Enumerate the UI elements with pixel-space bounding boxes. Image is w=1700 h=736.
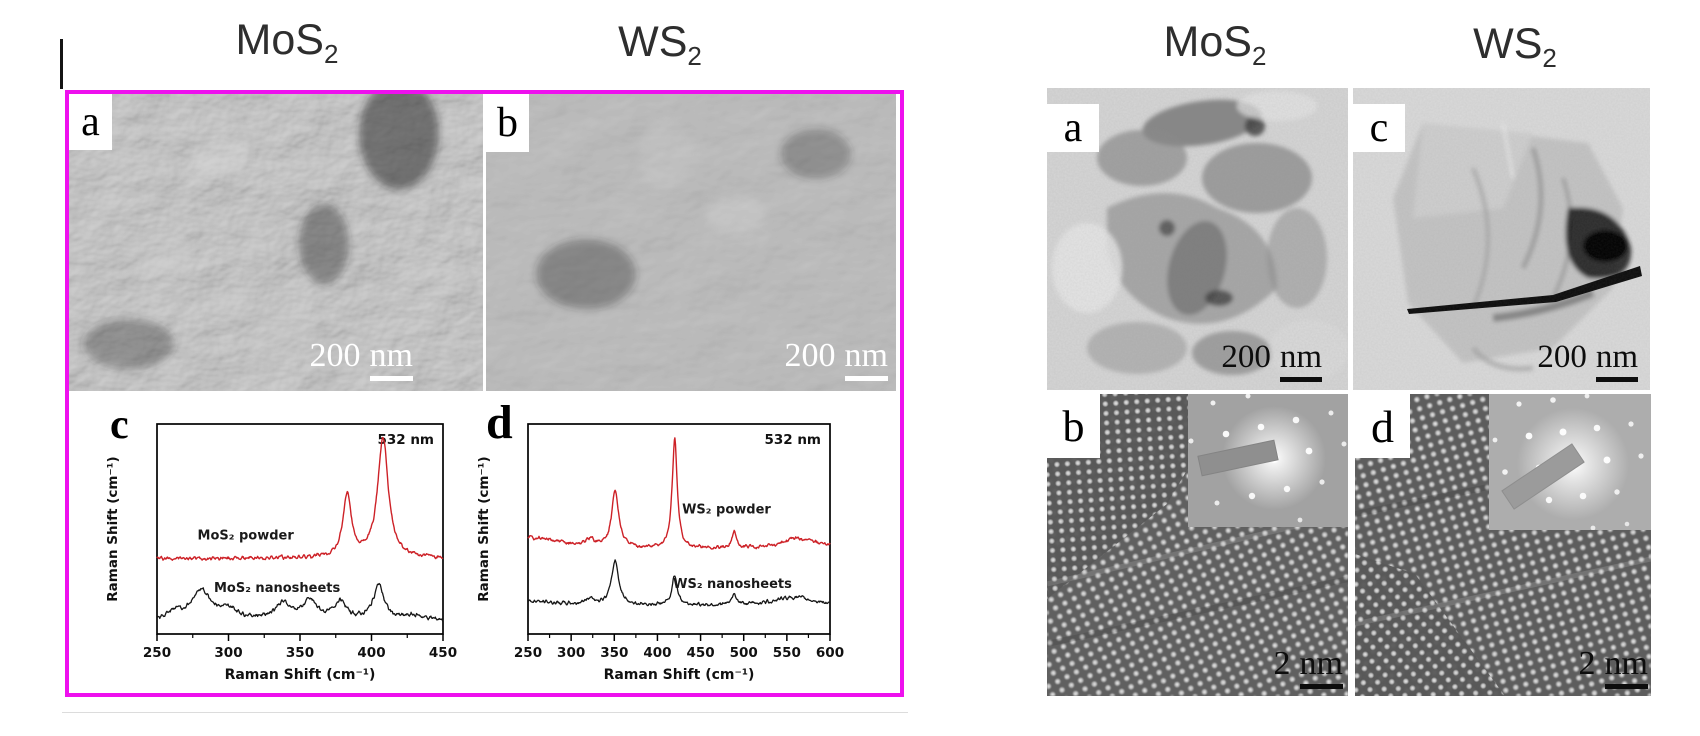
scalebar-value: 2	[1578, 645, 1596, 682]
panel-letter-box: b	[1047, 394, 1100, 458]
svg-text:300: 300	[214, 645, 242, 661]
svg-text:Raman Shift (cm⁻¹): Raman Shift (cm⁻¹)	[604, 667, 755, 683]
raman-chart-ws2: 250 300 350 400 450 500 550 600 Raman Shift (cm⁻…	[476, 423, 844, 683]
title-formula: MoS	[1163, 18, 1252, 66]
svg-text:Raman Shift (cm⁻¹): Raman Shift (cm⁻¹)	[105, 456, 121, 601]
raman-chart-mos2: 250 300 350 400 450 Raman Shift (cm⁻¹) Raman S…	[105, 423, 457, 683]
svg-text:500: 500	[730, 645, 758, 661]
title-subscript: 2	[687, 41, 702, 71]
panel-letter: d	[1371, 400, 1394, 452]
scalebar-value: 2	[1273, 645, 1291, 682]
tem-micrograph-ws2-panel-c: c 200 nm	[1353, 88, 1650, 390]
tem-texture	[1353, 88, 1650, 390]
tem-micrograph-mos2-panel-a: a 200 nm	[1047, 88, 1348, 390]
panel-letter-box: a	[69, 94, 112, 150]
crop-artifact-mark	[60, 39, 63, 89]
scalebar-unit: nm	[1279, 341, 1322, 382]
svg-text:350: 350	[286, 645, 314, 661]
scalebar-value: 200	[309, 337, 361, 374]
scalebar-unit: nm	[1595, 341, 1638, 382]
svg-text:WS₂ nanosheets: WS₂ nanosheets	[673, 577, 792, 592]
panel-letter: b	[497, 100, 518, 146]
svg-text:350: 350	[600, 645, 628, 661]
svg-text:400: 400	[643, 645, 671, 661]
left-column-title-ws2: WS2	[580, 18, 740, 72]
sem-micrograph-mos2-panel-a: a 200 nm	[69, 94, 483, 391]
scalebar-2nm: 2 nm	[1274, 647, 1343, 689]
panel-letter-d: d	[486, 396, 513, 449]
hrtem-lattice-mos2-panel-b: b 2 nm	[1047, 394, 1348, 696]
title-subscript: 2	[323, 39, 339, 69]
scalebar-unit: nm	[1604, 647, 1648, 689]
panel-letter: a	[81, 99, 100, 145]
scalebar-2nm: 2 nm	[1579, 647, 1648, 689]
scalebar-value: 200	[1221, 339, 1271, 375]
hrtem-lattice-ws2-panel-d: d 2 nm	[1355, 394, 1651, 696]
svg-text:Raman Shift (cm⁻¹): Raman Shift (cm⁻¹)	[476, 456, 492, 601]
scalebar-200nm: 200 nm	[310, 339, 413, 381]
svg-text:400: 400	[357, 645, 385, 661]
svg-text:550: 550	[773, 645, 801, 661]
title-formula: WS	[618, 18, 688, 66]
panel-letter: a	[1063, 105, 1083, 151]
panel-letter-c: c	[110, 402, 129, 448]
scalebar-unit: nm	[369, 339, 413, 381]
scalebar-200nm: 200 nm	[1537, 341, 1638, 382]
svg-text:MoS₂ nanosheets: MoS₂ nanosheets	[214, 581, 341, 596]
scalebar-unit: nm	[844, 339, 888, 381]
magenta-figure-border	[65, 90, 904, 697]
title-formula: WS	[1473, 20, 1543, 68]
sem-texture	[486, 94, 896, 391]
scalebar-200nm: 200 nm	[785, 339, 888, 381]
panel-letter-box: d	[1355, 394, 1410, 458]
svg-text:Raman Shift (cm⁻¹): Raman Shift (cm⁻¹)	[225, 667, 376, 683]
scalebar-value: 200	[784, 337, 836, 374]
svg-text:MoS₂ powder: MoS₂ powder	[198, 529, 295, 544]
title-formula: MoS	[235, 16, 324, 64]
svg-text:532 nm: 532 nm	[377, 432, 434, 448]
tem-texture	[1047, 88, 1348, 390]
right-column-title-ws2: WS2	[1435, 20, 1595, 74]
scalebar-200nm: 200 nm	[1221, 341, 1322, 382]
scalebar-unit: nm	[1299, 647, 1343, 689]
sem-shadow-blobs	[536, 119, 851, 309]
svg-text:600: 600	[816, 645, 844, 661]
saed-diffraction-inset	[1489, 394, 1651, 530]
panel-letter-box: b	[486, 94, 529, 152]
panel-letter-box: a	[1047, 104, 1099, 152]
title-subscript: 2	[1251, 41, 1267, 71]
svg-text:532 nm: 532 nm	[764, 432, 821, 448]
right-column-title-mos2: MoS2	[1135, 18, 1295, 72]
sem-texture	[69, 94, 483, 391]
saed-diffraction-inset	[1188, 394, 1348, 527]
panel-letter: c	[1369, 105, 1389, 151]
title-subscript: 2	[1542, 43, 1557, 73]
svg-text:300: 300	[557, 645, 585, 661]
beam-stop	[1501, 443, 1585, 510]
page-edge-line	[62, 712, 908, 713]
sem-micrograph-ws2-panel-b: b 200 nm	[486, 94, 896, 391]
scalebar-value: 200	[1537, 339, 1587, 375]
svg-text:WS₂ powder: WS₂ powder	[682, 502, 771, 517]
svg-text:250: 250	[143, 645, 171, 661]
panel-letter-box: c	[1353, 104, 1405, 152]
beam-stop	[1197, 439, 1279, 477]
svg-text:450: 450	[429, 645, 457, 661]
svg-text:450: 450	[686, 645, 714, 661]
sem-shadow-blobs	[84, 94, 439, 369]
left-column-title-mos2: MoS2	[207, 16, 367, 70]
panel-letter: b	[1062, 401, 1085, 451]
svg-text:250: 250	[514, 645, 542, 661]
